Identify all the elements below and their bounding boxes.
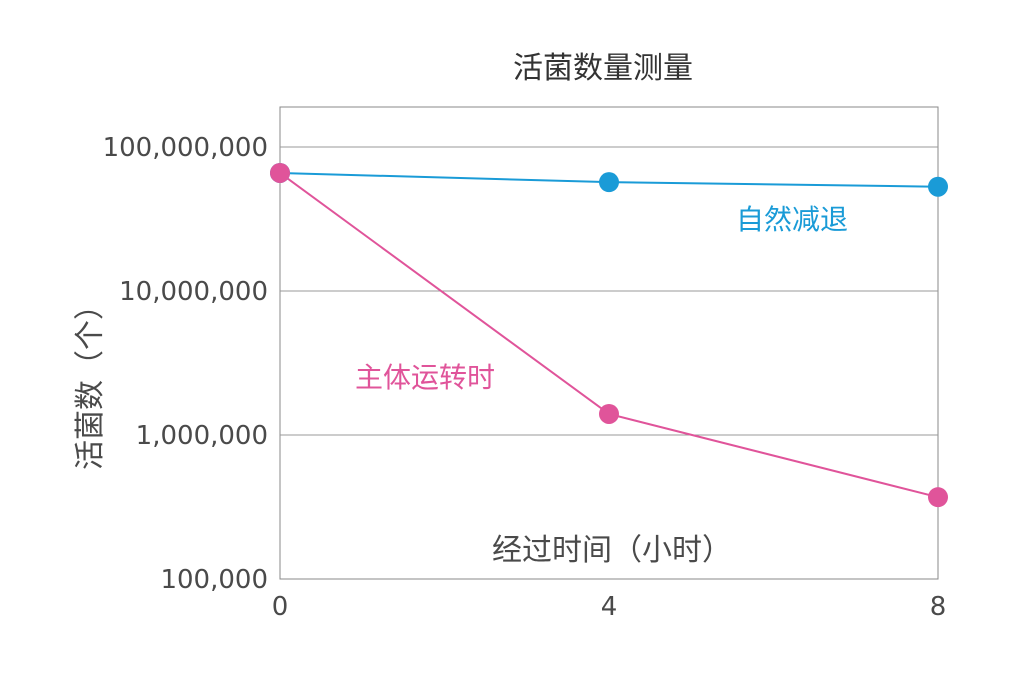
x-tick-labels: 0 4 8 [272, 592, 947, 622]
series-label-running: 主体运转时 [355, 361, 495, 394]
chart-title: 活菌数量测量 [513, 51, 693, 86]
data-point-s1-1 [599, 403, 619, 424]
x-tick-label: 0 [272, 592, 289, 622]
x-axis-label: 经过时间（小时） [492, 533, 732, 568]
data-point-s1-2 [928, 487, 948, 508]
series-points [270, 162, 948, 508]
data-point-s0-2 [928, 176, 948, 197]
y-axis-label: 活菌数（个） [73, 290, 108, 470]
y-tick-labels: 100,000 1,000,000 10,000,000 100,000,000 [103, 133, 268, 595]
plot-area [279, 106, 939, 580]
y-tick-label: 10,000,000 [119, 277, 268, 307]
x-tick-label: 4 [601, 592, 618, 622]
series-label-natural-decline: 自然减退 [736, 203, 848, 236]
y-tick-label: 100,000 [160, 565, 268, 595]
grid-lines [280, 146, 938, 436]
y-tick-label: 1,000,000 [136, 421, 268, 451]
data-point-s1-0 [270, 162, 290, 183]
data-point-s0-1 [599, 172, 619, 193]
x-tick-label: 8 [930, 592, 947, 622]
y-tick-label: 100,000,000 [103, 133, 268, 163]
